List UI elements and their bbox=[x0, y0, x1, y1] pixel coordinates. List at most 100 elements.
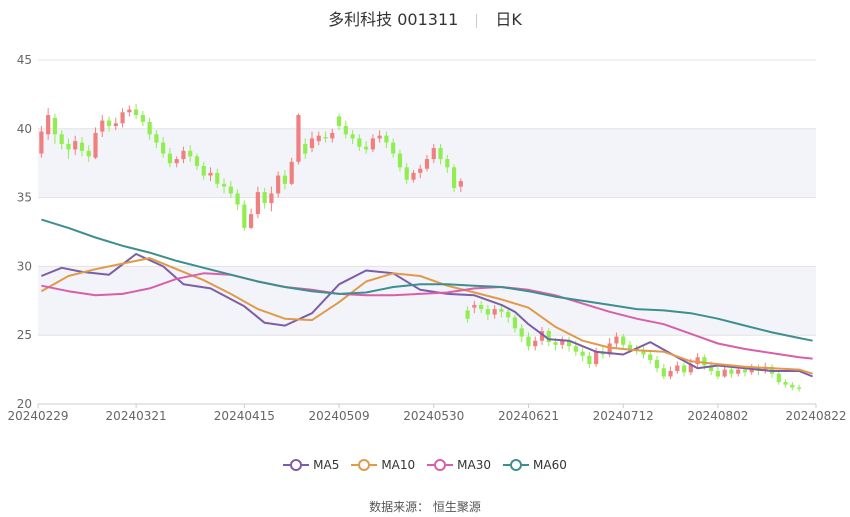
candle-body bbox=[46, 115, 51, 135]
candle bbox=[580, 347, 585, 362]
candle bbox=[127, 105, 132, 117]
candle-body bbox=[276, 175, 281, 194]
candle-body bbox=[282, 175, 288, 184]
legend-label: MA5 bbox=[313, 458, 340, 472]
candle-body bbox=[188, 150, 193, 157]
candle-body bbox=[729, 369, 734, 374]
candle-body bbox=[702, 357, 707, 366]
candle-body bbox=[364, 146, 369, 150]
candle-body bbox=[235, 193, 240, 205]
candle bbox=[303, 138, 308, 160]
candle-body bbox=[86, 150, 91, 157]
candle-body bbox=[174, 159, 179, 164]
candle-body bbox=[296, 115, 301, 162]
candle bbox=[539, 326, 545, 345]
candle-body bbox=[763, 366, 768, 371]
legend-item-ma30[interactable]: MA30 bbox=[427, 458, 491, 472]
candle bbox=[479, 300, 484, 314]
candle bbox=[519, 324, 524, 343]
candle bbox=[255, 186, 260, 219]
candle-body bbox=[621, 336, 626, 345]
candle bbox=[161, 137, 166, 158]
candle bbox=[316, 131, 321, 146]
candle bbox=[654, 355, 660, 373]
candle-body bbox=[796, 387, 802, 389]
candle bbox=[364, 141, 369, 154]
legend-marker-circle bbox=[290, 459, 303, 471]
candle bbox=[330, 128, 335, 143]
candle-body bbox=[289, 161, 294, 184]
candle bbox=[52, 113, 58, 144]
candle-body bbox=[249, 214, 254, 228]
candle-body bbox=[431, 148, 436, 160]
legend-label: MA60 bbox=[533, 458, 567, 472]
candle-body bbox=[303, 143, 308, 154]
candle-body bbox=[424, 159, 430, 169]
candle-body bbox=[526, 336, 531, 347]
candle-body bbox=[722, 369, 727, 377]
candle bbox=[695, 353, 700, 367]
candle bbox=[242, 200, 247, 231]
candle-body bbox=[654, 359, 660, 369]
x-tick-label: 20240321 bbox=[106, 409, 167, 423]
legend-marker bbox=[503, 459, 530, 471]
candle bbox=[722, 365, 727, 378]
candle-body bbox=[154, 134, 159, 143]
x-tick-label: 20240530 bbox=[403, 409, 464, 423]
candle-body bbox=[776, 373, 781, 382]
candle-body bbox=[539, 331, 545, 341]
legend-item-ma5[interactable]: MA5 bbox=[283, 458, 339, 472]
candle-body bbox=[208, 172, 213, 176]
candle-body bbox=[39, 131, 44, 154]
candle-body bbox=[499, 309, 504, 312]
candle bbox=[418, 164, 423, 179]
candle-body bbox=[594, 351, 599, 365]
candle-body bbox=[783, 381, 788, 385]
legend-item-ma10[interactable]: MA10 bbox=[351, 458, 415, 472]
candle bbox=[675, 361, 680, 374]
candle-body bbox=[100, 120, 105, 132]
candle bbox=[492, 304, 497, 319]
candle-body bbox=[485, 309, 490, 315]
candle-body bbox=[695, 357, 700, 365]
legend-label: MA10 bbox=[381, 458, 416, 472]
legend-item-ma60[interactable]: MA60 bbox=[503, 458, 567, 472]
candle-body bbox=[384, 135, 389, 143]
candle bbox=[512, 314, 518, 333]
candle-body bbox=[546, 331, 551, 343]
candle bbox=[796, 384, 802, 392]
candle bbox=[661, 364, 666, 380]
candle bbox=[296, 113, 301, 165]
period-label: 日K bbox=[495, 10, 522, 29]
candle bbox=[384, 131, 389, 149]
candle bbox=[336, 113, 342, 131]
grid-lines bbox=[38, 59, 816, 405]
candle-body bbox=[242, 204, 247, 228]
candle-body bbox=[445, 159, 450, 168]
candle-body bbox=[533, 340, 538, 347]
candle bbox=[350, 130, 355, 144]
legend-marker-circle bbox=[510, 459, 523, 471]
candle-body bbox=[106, 120, 112, 127]
candle bbox=[391, 138, 396, 158]
candle bbox=[451, 164, 457, 193]
candle-body bbox=[316, 135, 321, 142]
candle-body bbox=[566, 340, 572, 347]
candle bbox=[783, 379, 788, 388]
candle bbox=[154, 130, 159, 149]
x-tick-label: 20240415 bbox=[214, 409, 275, 423]
candle bbox=[269, 186, 274, 212]
candle-body bbox=[52, 117, 58, 135]
candle bbox=[249, 208, 254, 230]
candle-body bbox=[472, 304, 477, 308]
candle-body bbox=[147, 121, 152, 135]
candle-body bbox=[73, 141, 78, 150]
legend-marker-circle bbox=[358, 459, 371, 471]
candle-body bbox=[140, 115, 145, 122]
candle bbox=[39, 126, 44, 158]
y-tick-label: 45 bbox=[17, 53, 32, 67]
candle bbox=[343, 120, 348, 139]
candle bbox=[147, 117, 152, 140]
ma-line-ma10 bbox=[40, 257, 813, 375]
